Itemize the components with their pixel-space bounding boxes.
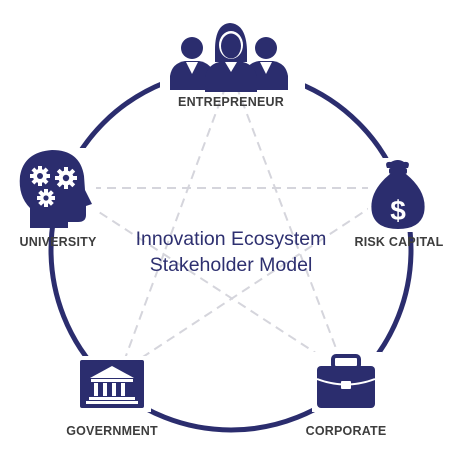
connection-lines [61,71,401,373]
head-gears-icon [19,150,92,228]
government-label: GOVERNMENT [66,424,158,438]
diagram-title-line2: Stakeholder Model [150,254,313,276]
connection-line [119,187,401,373]
government-building-icon [80,360,144,408]
university-label: UNIVERSITY [19,235,96,249]
connection-line [61,187,346,373]
money-bag-icon: $ [371,160,425,229]
entrepreneur-node: ENTREPRENEUR [160,23,305,109]
risk-capital-node: $ RISK CAPITAL [355,158,444,249]
corporate-node: CORPORATE [306,352,387,438]
corporate-label: CORPORATE [306,424,387,438]
briefcase-icon [316,354,376,408]
university-node: UNIVERSITY [18,148,97,249]
people-group-icon [170,23,288,92]
entrepreneur-label: ENTREPRENEUR [178,95,284,109]
svg-text:$: $ [390,195,406,226]
connection-line [230,71,346,373]
government-node: GOVERNMENT [66,356,158,438]
connection-line [119,71,232,373]
risk-capital-label: RISK CAPITAL [355,235,444,249]
diagram-title-line1: Innovation Ecosystem [136,228,327,250]
